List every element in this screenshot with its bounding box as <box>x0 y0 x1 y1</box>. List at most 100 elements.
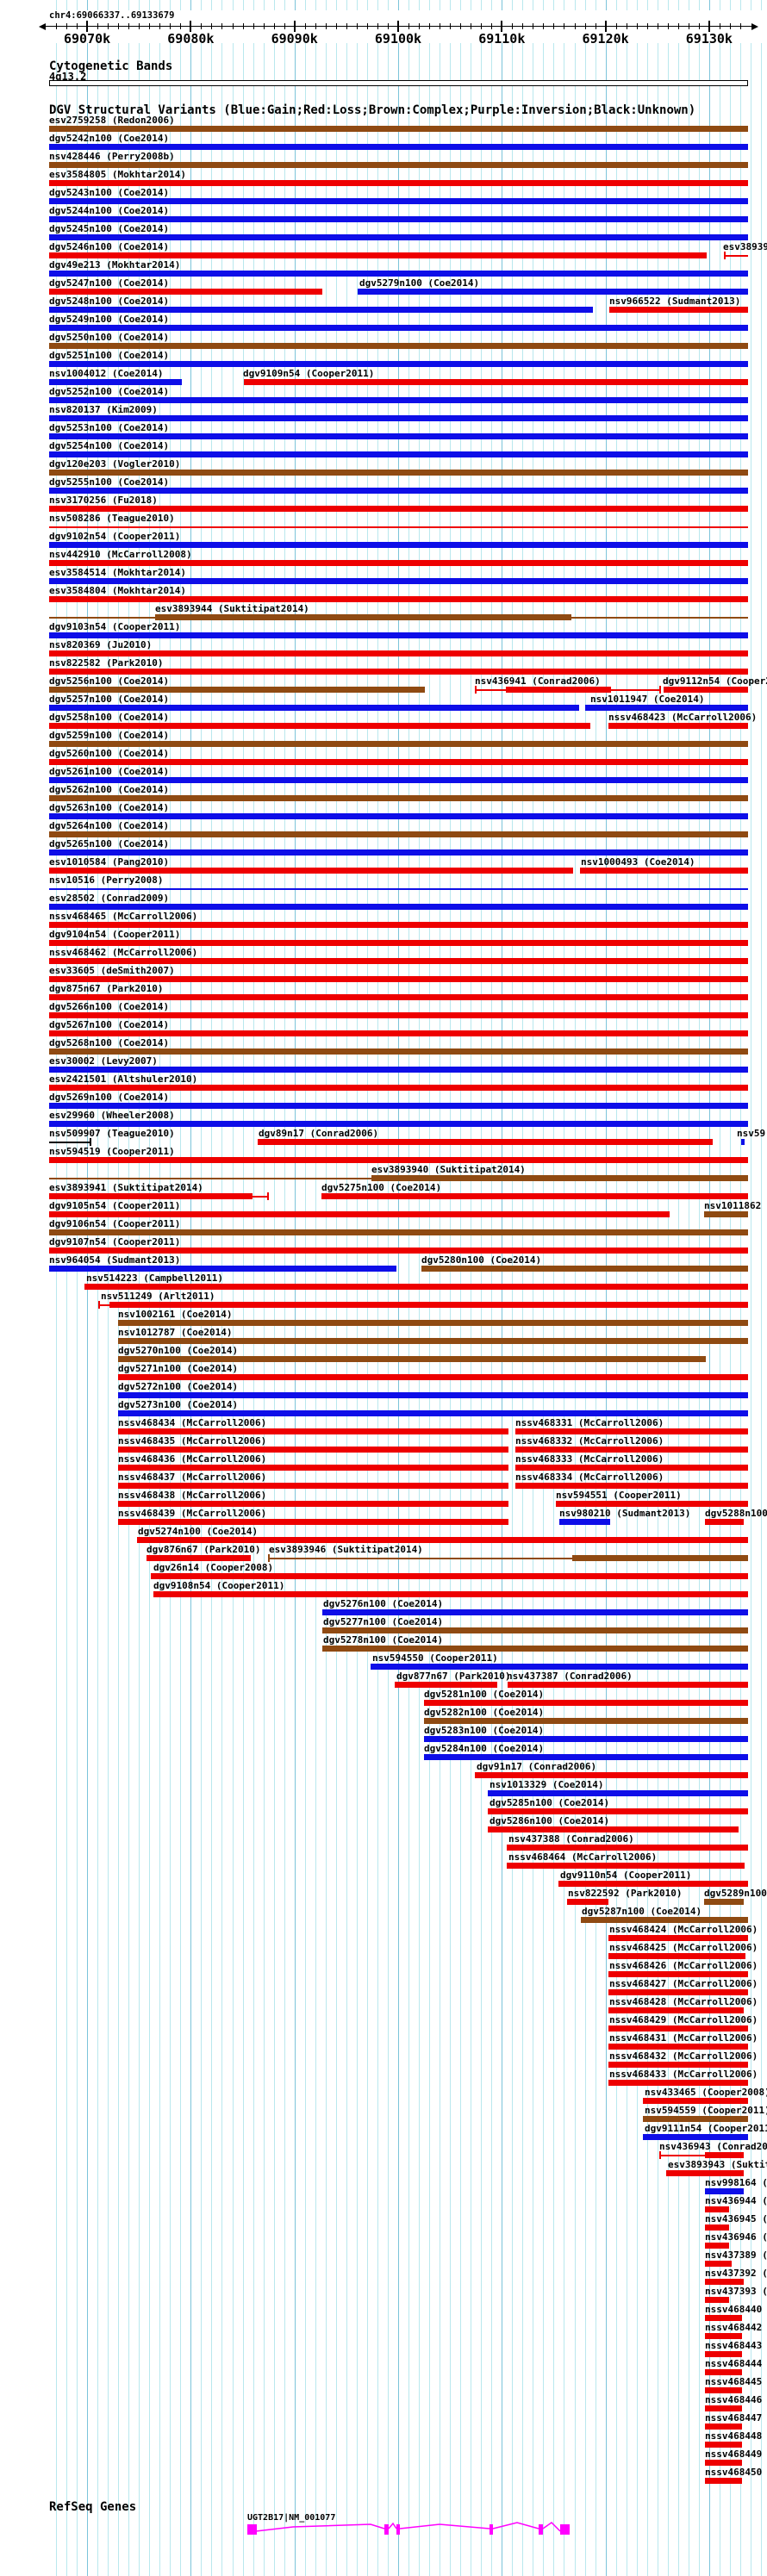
variant-bar[interactable] <box>705 2424 742 2430</box>
variant-bar[interactable] <box>581 1917 748 1923</box>
variant-bar[interactable] <box>118 1392 748 1398</box>
variant-bar[interactable] <box>556 1501 748 1507</box>
variant-bar[interactable] <box>515 1465 748 1471</box>
variant-label[interactable]: nsv1011862 (C <box>704 1200 767 1211</box>
variant-bar[interactable] <box>705 2405 742 2411</box>
variant-label[interactable]: dgv5270n100 (Coe2014) <box>118 1345 239 1356</box>
variant-label[interactable]: dgv5256n100 (Coe2014) <box>49 675 170 687</box>
variant-label[interactable]: dgv9112n54 (Cooper201 <box>663 675 767 687</box>
variant-bar[interactable] <box>515 1447 748 1453</box>
variant-bar[interactable] <box>580 868 748 874</box>
variant-label[interactable]: nssv468427 (McCarroll2006) <box>609 1978 758 1989</box>
variant-bar[interactable] <box>244 379 748 385</box>
variant-bar[interactable] <box>49 849 748 856</box>
gene-exon-tick[interactable] <box>490 2524 493 2535</box>
variant-label[interactable]: dgv5261n100 (Coe2014) <box>49 766 170 777</box>
variant-label[interactable]: nsv966522 (Sudmant2013) <box>609 296 741 307</box>
variant-label[interactable]: dgv876n67 (Park2010) <box>147 1544 261 1555</box>
variant-bar[interactable] <box>608 2062 748 2068</box>
variant-range-line[interactable] <box>725 255 748 257</box>
variant-bar[interactable] <box>705 2279 744 2285</box>
variant-bar[interactable] <box>488 1808 748 1814</box>
variant-bar[interactable] <box>705 2224 729 2231</box>
variant-label[interactable]: dgv9104n54 (Cooper2011) <box>49 929 181 940</box>
variant-label[interactable]: dgv120e203 (Vogler2010) <box>49 458 181 470</box>
variant-bar[interactable] <box>424 1700 748 1706</box>
variant-bar[interactable] <box>49 1067 748 1073</box>
variant-label[interactable]: esv389394 <box>723 241 767 252</box>
variant-label[interactable]: dgv5278n100 (Coe2014) <box>323 1634 444 1646</box>
variant-label[interactable]: nsv998164 (C <box>705 2177 767 2188</box>
variant-label[interactable]: nsv964054 (Sudmant2013) <box>49 1254 181 1266</box>
variant-bar[interactable] <box>395 1682 497 1688</box>
variant-bar[interactable] <box>506 687 611 693</box>
variant-bar[interactable] <box>49 795 748 801</box>
gene-name-label[interactable]: UGT2B17|NM_001077 <box>247 2513 336 2523</box>
variant-label[interactable]: nssv468450 ( <box>705 2467 767 2478</box>
variant-label[interactable]: dgv5254n100 (Coe2014) <box>49 440 170 451</box>
variant-bar[interactable] <box>559 1519 610 1525</box>
variant-label[interactable]: nsv980210 (Sudmant2013) <box>559 1508 691 1519</box>
variant-bar[interactable] <box>371 1664 748 1670</box>
variant-label[interactable]: nssv468432 (McCarroll2006) <box>609 2050 758 2062</box>
variant-label[interactable]: dgv5272n100 (Coe2014) <box>118 1381 239 1392</box>
variant-label[interactable]: dgv5258n100 (Coe2014) <box>49 712 170 723</box>
variant-label[interactable]: dgv5264n100 (Coe2014) <box>49 820 170 831</box>
variant-bar[interactable] <box>49 234 748 240</box>
variant-bar[interactable] <box>608 2080 748 2086</box>
variant-bar[interactable] <box>664 687 748 693</box>
variant-label[interactable]: nsv594519 (Cooper2011) <box>49 1146 175 1157</box>
variant-label[interactable]: nssv468333 (McCarroll2006) <box>515 1453 664 1465</box>
variant-label[interactable]: dgv5244n100 (Coe2014) <box>49 205 170 216</box>
variant-range-line[interactable] <box>660 2155 705 2156</box>
variant-label[interactable]: dgv5246n100 (Coe2014) <box>49 241 170 252</box>
variant-range-line[interactable] <box>269 1558 572 1559</box>
variant-label[interactable]: nsv436946 (C <box>705 2231 767 2243</box>
variant-label[interactable]: dgv5265n100 (Coe2014) <box>49 838 170 849</box>
variant-bar[interactable] <box>49 1030 748 1036</box>
variant-label[interactable]: nssv468331 (McCarroll2006) <box>515 1417 664 1428</box>
variant-label[interactable]: nsv820137 (Kim2009) <box>49 404 158 415</box>
variant-bar[interactable] <box>49 687 425 693</box>
variant-bar[interactable] <box>705 2369 742 2375</box>
variant-label[interactable]: nssv468440 ( <box>705 2304 767 2315</box>
variant-bar[interactable] <box>49 415 748 421</box>
variant-label[interactable]: nsv822582 (Park2010) <box>49 657 164 669</box>
variant-bar[interactable] <box>118 1356 706 1362</box>
variant-label[interactable]: esv3893943 (Suktitip <box>668 2159 767 2170</box>
variant-label[interactable]: nsv436944 (C <box>705 2195 767 2206</box>
variant-bar[interactable] <box>49 1012 748 1018</box>
variant-bar[interactable] <box>705 2460 742 2466</box>
variant-bar[interactable] <box>705 2297 729 2303</box>
variant-label[interactable]: nssv468334 (McCarroll2006) <box>515 1472 664 1483</box>
variant-label[interactable]: nsv442910 (McCarroll2008) <box>49 549 192 560</box>
variant-range-line[interactable] <box>99 1304 109 1306</box>
variant-bar[interactable] <box>49 162 748 168</box>
variant-label[interactable]: nssv468426 (McCarroll2006) <box>609 1960 758 1971</box>
variant-bar[interactable] <box>609 307 748 313</box>
variant-bar[interactable] <box>421 1266 748 1272</box>
variant-bar[interactable] <box>147 1555 251 1561</box>
variant-bar[interactable] <box>705 2188 744 2194</box>
variant-label[interactable]: dgv5243n100 (Coe2014) <box>49 187 170 198</box>
variant-label[interactable]: dgv9110n54 (Cooper2011) <box>560 1870 692 1881</box>
variant-bar[interactable] <box>49 994 748 1000</box>
variant-label[interactable]: nssv468446 ( <box>705 2394 767 2405</box>
variant-label[interactable]: dgv91n17 (Conrad2006) <box>477 1761 597 1772</box>
variant-bar[interactable] <box>608 1935 748 1941</box>
variant-label[interactable]: dgv9108n54 (Cooper2011) <box>153 1580 285 1591</box>
variant-bar[interactable] <box>488 1826 739 1832</box>
variant-label[interactable]: dgv5266n100 (Coe2014) <box>49 1001 170 1012</box>
variant-label[interactable]: nssv468423 (McCarroll2006) <box>608 712 758 723</box>
variant-bar[interactable] <box>705 2152 744 2158</box>
variant-label[interactable]: dgv5289n100 <box>704 1888 767 1899</box>
variant-bar[interactable] <box>137 1537 748 1543</box>
variant-bar[interactable] <box>507 1845 748 1851</box>
variant-bar[interactable] <box>49 596 748 602</box>
variant-bar[interactable] <box>507 1863 745 1869</box>
variant-bar[interactable] <box>49 379 182 385</box>
variant-bar[interactable] <box>49 560 748 566</box>
variant-label[interactable]: dgv5283n100 (Coe2014) <box>424 1725 545 1736</box>
variant-label[interactable]: nsv433465 (Cooper2008) <box>645 2087 767 2098</box>
variant-bar[interactable] <box>704 1899 744 1905</box>
